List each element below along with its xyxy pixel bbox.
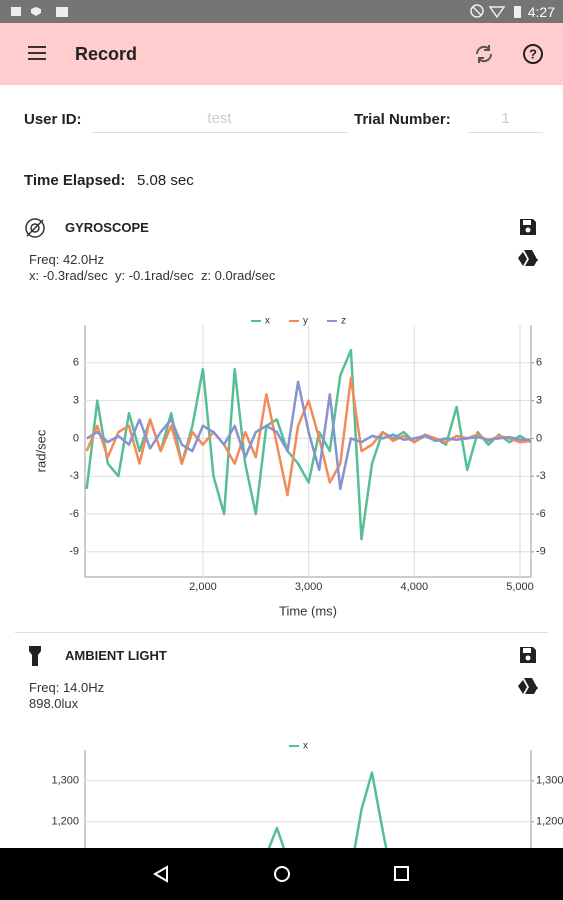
sensor-readings: 898.0lux — [29, 696, 79, 711]
y-tick-label: 1,200 — [51, 816, 79, 828]
nav-buttons[interactable] — [150, 864, 420, 884]
series-line — [267, 771, 388, 848]
y2-tick-label: -6 — [536, 508, 546, 520]
x-tick-label: 4,000 — [401, 581, 429, 593]
divider — [15, 632, 548, 633]
y2-tick-label: 6 — [536, 357, 542, 369]
series-line — [86, 380, 531, 491]
save-button[interactable] — [518, 645, 538, 665]
y2-tick-label: 3 — [536, 395, 542, 407]
y2-tick-label: -9 — [536, 546, 546, 558]
status-bar: 4:27 — [0, 0, 563, 23]
y2-tick-label: -3 — [536, 470, 546, 482]
app-title: Record — [75, 44, 138, 64]
y-axis-title: rad/sec — [33, 429, 48, 472]
gyro-chart: -9 -6 -3 0 3 6 -9 -6 -3 0 3 6 2,000 3,000 4,000 5,000 Ti… — [33, 316, 546, 619]
save-button[interactable] — [518, 217, 538, 237]
user-id-label: User ID: — [24, 111, 82, 128]
y2-tick-label: 1,300 — [536, 775, 563, 787]
x-tick-label: 2,000 — [189, 581, 217, 593]
light-chart: 1,200 1,300 1,200 1,300 x — [51, 741, 563, 848]
legend-label: x — [303, 741, 308, 752]
refresh-button[interactable] — [472, 42, 496, 66]
menu-button[interactable] — [28, 45, 48, 61]
trial-label: Trial Number: — [354, 111, 451, 128]
series-line — [85, 376, 531, 497]
y2-tick-label: 1,200 — [536, 816, 563, 828]
gyro-icon — [25, 218, 45, 238]
drive-button[interactable] — [517, 676, 539, 696]
x-axis-title: Time (ms) — [279, 603, 337, 618]
y-tick-label: -3 — [69, 470, 79, 482]
svg-text:?: ? — [529, 46, 537, 61]
help-button[interactable]: ? — [521, 42, 545, 66]
legend-label: x — [265, 316, 270, 327]
y-tick-label: 0 — [73, 432, 79, 444]
app-bar: Record ? — [0, 23, 563, 85]
light-icon — [29, 646, 41, 666]
sensor-freq: Freq: 14.0Hz — [29, 680, 105, 695]
y-tick-label: -6 — [69, 508, 79, 520]
sensor-freq: Freq: 42.0Hz — [29, 252, 105, 267]
y-tick-label: -9 — [69, 546, 79, 558]
legend-label: z — [341, 316, 346, 327]
nav-bar — [0, 848, 563, 900]
status-icons — [11, 7, 68, 17]
clock: 4:27 — [527, 4, 555, 20]
elapsed-value: 5.08 sec — [137, 172, 194, 189]
sensor-readings: x: -0.3rad/sec y: -0.1rad/sec z: 0.0rad/… — [29, 268, 276, 283]
elapsed-label: Time Elapsed: — [24, 172, 126, 189]
x-tick-label: 5,000 — [506, 581, 534, 593]
status-icons-right — [470, 4, 521, 19]
user-id-input[interactable]: test — [92, 110, 347, 133]
x-tick-label: 3,000 — [295, 581, 323, 593]
y-tick-label: 1,300 — [51, 775, 79, 787]
sensor-title: AMBIENT LIGHT — [65, 648, 167, 663]
y-tick-label: 3 — [73, 395, 79, 407]
sensor-title: GYROSCOPE — [65, 220, 149, 235]
legend-label: y — [303, 316, 308, 327]
trial-input[interactable]: 1 — [468, 110, 543, 133]
drive-button[interactable] — [517, 248, 539, 268]
y-tick-label: 6 — [73, 357, 79, 369]
y2-tick-label: 0 — [536, 432, 542, 444]
